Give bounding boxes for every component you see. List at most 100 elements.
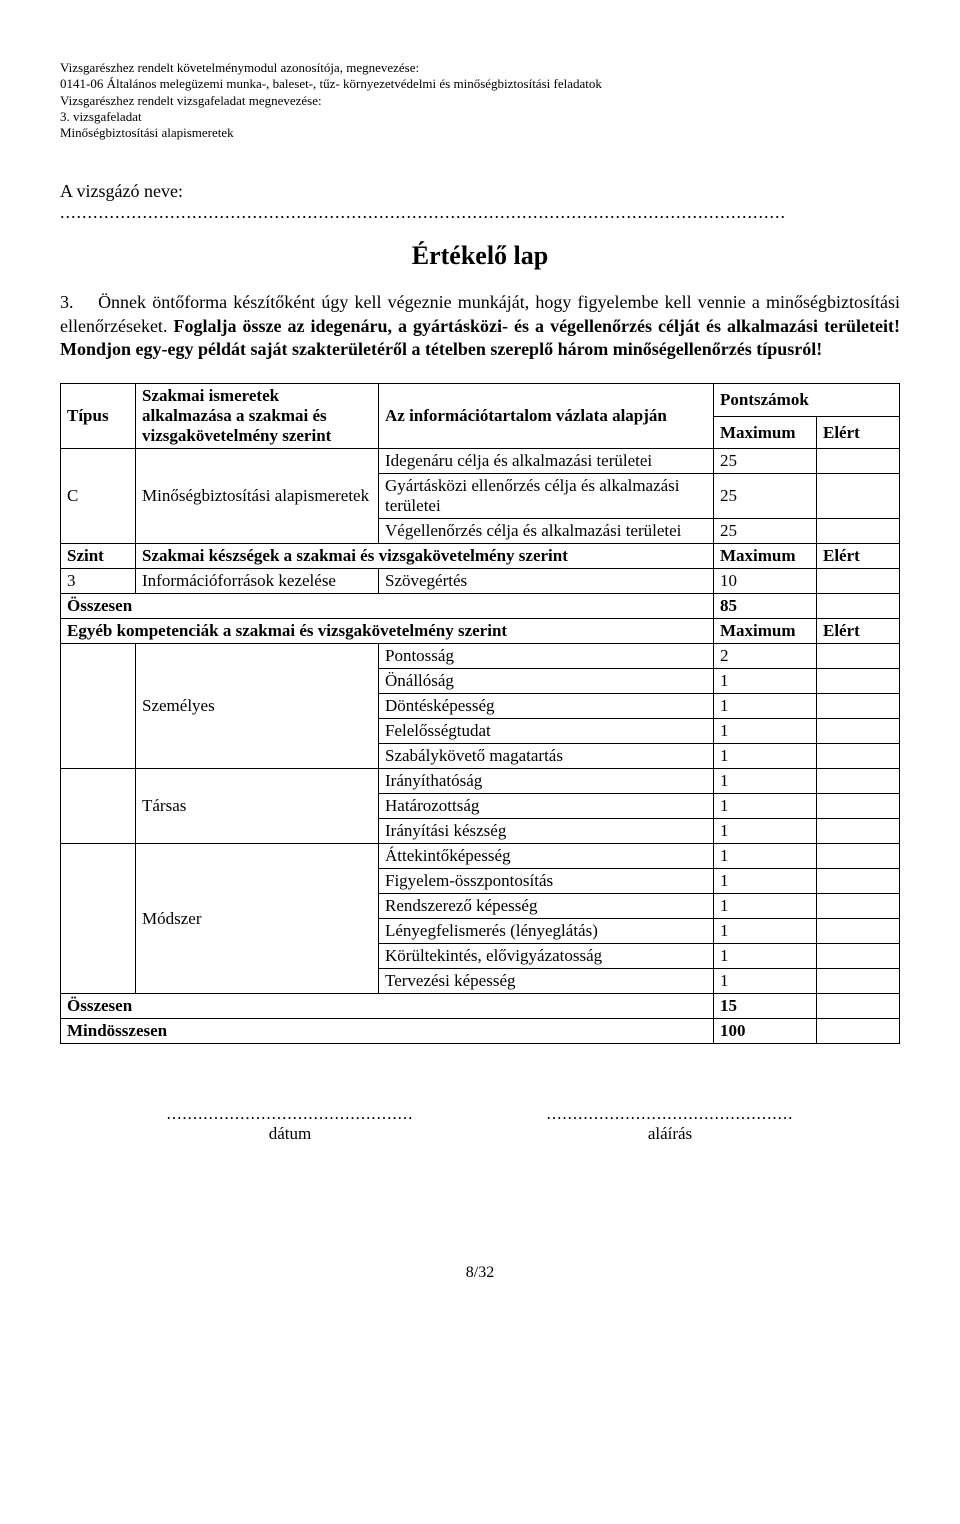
c-item-0: Idegenáru célja és alkalmazási területei: [379, 449, 714, 474]
date-dots: ........................................…: [160, 1104, 420, 1124]
date-label: dátum: [160, 1124, 420, 1144]
osszesen-2-label: Összesen: [61, 994, 714, 1019]
groups-body: SzemélyesPontosság2Önállóság1Döntésképes…: [61, 644, 900, 994]
group-item: Körültekintés, elővigyázatosság: [379, 944, 714, 969]
th-szakmai: Szakmai ismeretek alkalmazása a szakmai …: [136, 384, 379, 449]
task-paragraph: 3. Önnek öntőforma készítőként úgy kell …: [60, 291, 900, 361]
table-header-row-1: Típus Szakmai ismeretek alkalmazása a sz…: [61, 384, 900, 417]
group-elert: [817, 894, 900, 919]
group-item: Lényegfelismerés (lényeglátás): [379, 919, 714, 944]
szint-max-label: Maximum: [714, 544, 817, 569]
task-number: 3.: [60, 292, 74, 312]
group-max: 1: [714, 719, 817, 744]
mindosszesen-max: 100: [714, 1019, 817, 1044]
c-elert-1: [817, 474, 900, 519]
osszesen-2-max: 15: [714, 994, 817, 1019]
group-elert: [817, 969, 900, 994]
th-tipus: Típus: [61, 384, 136, 449]
group-blank-1: [61, 769, 136, 844]
group-elert: [817, 694, 900, 719]
osszesen-1-elert: [817, 594, 900, 619]
table-row: 3 Információforrások kezelése Szövegérté…: [61, 569, 900, 594]
group-max: 1: [714, 969, 817, 994]
group-max: 1: [714, 694, 817, 719]
group-item: Áttekintőképesség: [379, 844, 714, 869]
c-max-2: 25: [714, 519, 817, 544]
evaluation-table: Típus Szakmai ismeretek alkalmazása a sz…: [60, 383, 900, 1044]
name-dots: ........................................…: [60, 202, 786, 222]
osszesen-1-max: 85: [714, 594, 817, 619]
group-item: Tervezési képesség: [379, 969, 714, 994]
table-row-egyeb-header: Egyéb kompetenciák a szakmai és vizsgakö…: [61, 619, 900, 644]
group-elert: [817, 644, 900, 669]
group-item: Rendszerező képesség: [379, 894, 714, 919]
table-row: MódszerÁttekintőképesség1: [61, 844, 900, 869]
signature-sign: ........................................…: [540, 1104, 800, 1144]
group-elert: [817, 919, 900, 944]
c-max-0: 25: [714, 449, 817, 474]
group-name-0: Személyes: [136, 644, 379, 769]
group-item: Önállóság: [379, 669, 714, 694]
table-row-osszesen-2: Összesen 15: [61, 994, 900, 1019]
group-elert: [817, 669, 900, 694]
group-item: Döntésképesség: [379, 694, 714, 719]
header-block: Vizsgarészhez rendelt követelménymodul a…: [60, 60, 900, 141]
name-line: A vizsgázó neve: .......................…: [60, 181, 900, 223]
c-label: C: [61, 449, 136, 544]
szint-lvl-0: 3: [61, 569, 136, 594]
c-item-1: Gyártásközi ellenőrzés célja és alkalmaz…: [379, 474, 714, 519]
group-item: Felelősségtudat: [379, 719, 714, 744]
group-elert: [817, 744, 900, 769]
th-pontszamok: Pontszámok: [714, 384, 900, 417]
mindosszesen-elert: [817, 1019, 900, 1044]
group-item: Határozottság: [379, 794, 714, 819]
szint-item-0: Szövegértés: [379, 569, 714, 594]
egyeb-max-label: Maximum: [714, 619, 817, 644]
group-max: 1: [714, 744, 817, 769]
th-elert: Elért: [817, 416, 900, 449]
table-row-szint-header: Szint Szakmai készségek a szakmai és viz…: [61, 544, 900, 569]
signature-row: ........................................…: [60, 1104, 900, 1144]
group-max: 1: [714, 919, 817, 944]
group-item: Pontosság: [379, 644, 714, 669]
group-blank-0: [61, 644, 136, 769]
group-name-1: Társas: [136, 769, 379, 844]
header-line-1: Vizsgarészhez rendelt követelménymodul a…: [60, 60, 900, 76]
group-max: 1: [714, 819, 817, 844]
group-max: 1: [714, 794, 817, 819]
group-max: 1: [714, 669, 817, 694]
table-row-osszesen-1: Összesen 85: [61, 594, 900, 619]
group-elert: [817, 944, 900, 969]
group-elert: [817, 794, 900, 819]
page-footer: 8/32: [60, 1264, 900, 1282]
signature-date: ........................................…: [160, 1104, 420, 1144]
table-row-mindosszesen: Mindösszesen 100: [61, 1019, 900, 1044]
c-item-2: Végellenőrzés célja és alkalmazási terül…: [379, 519, 714, 544]
mindosszesen-label: Mindösszesen: [61, 1019, 714, 1044]
table-row: C Minőségbiztosítási alapismeretek Idege…: [61, 449, 900, 474]
osszesen-2-elert: [817, 994, 900, 1019]
egyeb-elert-label: Elért: [817, 619, 900, 644]
group-item: Figyelem-összpontosítás: [379, 869, 714, 894]
c-elert-0: [817, 449, 900, 474]
group-elert: [817, 769, 900, 794]
th-max: Maximum: [714, 416, 817, 449]
table-row: SzemélyesPontosság2: [61, 644, 900, 669]
group-name-2: Módszer: [136, 844, 379, 994]
group-max: 1: [714, 894, 817, 919]
szint-elert-0: [817, 569, 900, 594]
szint-label: Szint: [61, 544, 136, 569]
group-item: Szabálykövető magatartás: [379, 744, 714, 769]
group-elert: [817, 719, 900, 744]
group-max: 1: [714, 769, 817, 794]
group-elert: [817, 844, 900, 869]
group-blank-2: [61, 844, 136, 994]
group-max: 1: [714, 844, 817, 869]
szint-header: Szakmai készségek a szakmai és vizsgaköv…: [136, 544, 714, 569]
group-elert: [817, 869, 900, 894]
group-elert: [817, 819, 900, 844]
sign-dots: ........................................…: [540, 1104, 800, 1124]
osszesen-1-label: Összesen: [61, 594, 714, 619]
c-max-1: 25: [714, 474, 817, 519]
header-line-2: 0141-06 Általános melegüzemi munka-, bal…: [60, 76, 900, 92]
